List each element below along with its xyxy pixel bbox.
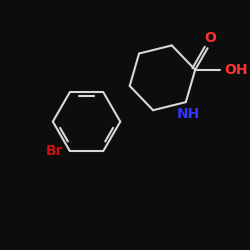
Text: NH: NH (176, 106, 200, 120)
Text: OH: OH (224, 63, 248, 77)
Text: Br: Br (46, 144, 63, 158)
Text: O: O (204, 31, 216, 45)
